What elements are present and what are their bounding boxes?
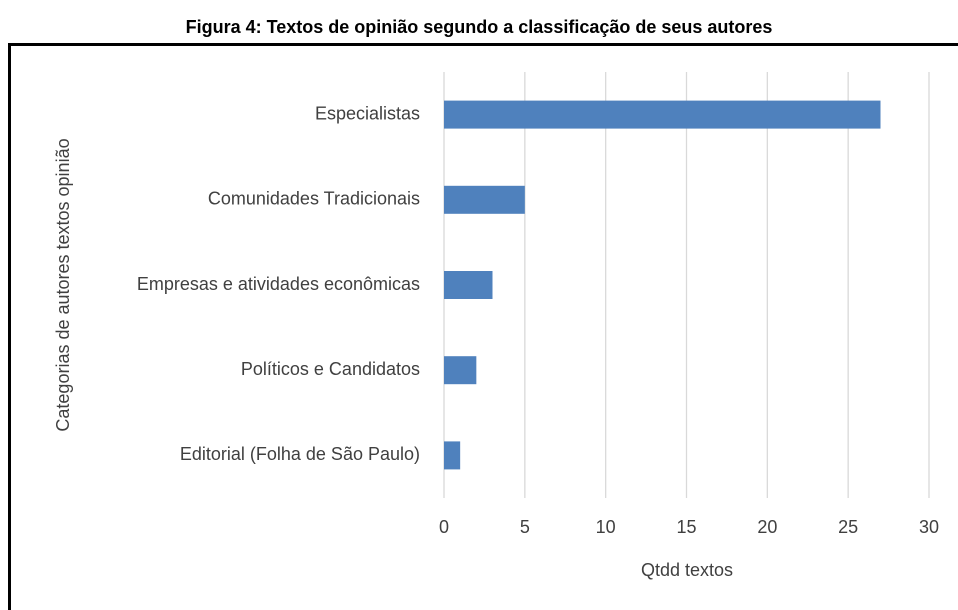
y-tick-label: Editorial (Folha de São Paulo): [180, 444, 420, 464]
y-axis-title: Categorias de autores textos opinião: [53, 138, 73, 431]
y-tick-label: Políticos e Candidatos: [241, 359, 420, 379]
bar: [444, 271, 493, 299]
x-tick-label: 25: [838, 517, 858, 537]
bar: [444, 356, 477, 385]
y-tick-label: Especialistas: [315, 103, 420, 123]
x-tick-label: 10: [596, 517, 616, 537]
x-tick-label: 15: [676, 517, 696, 537]
chart-border: [8, 43, 958, 610]
x-tick-label: 0: [439, 517, 449, 537]
bar: [444, 441, 461, 470]
x-tick-label: 20: [757, 517, 777, 537]
x-tick-label: 30: [919, 517, 939, 537]
y-tick-label: Empresas e atividades econômicas: [137, 274, 420, 294]
x-tick-label: 5: [520, 517, 530, 537]
bar: [444, 100, 881, 129]
chart-title: Figura 4: Textos de opinião segundo a cl…: [186, 17, 773, 37]
x-axis-title: Qtdd textos: [641, 560, 733, 580]
bar: [444, 185, 525, 214]
y-tick-label: Comunidades Tradicionais: [208, 189, 420, 209]
